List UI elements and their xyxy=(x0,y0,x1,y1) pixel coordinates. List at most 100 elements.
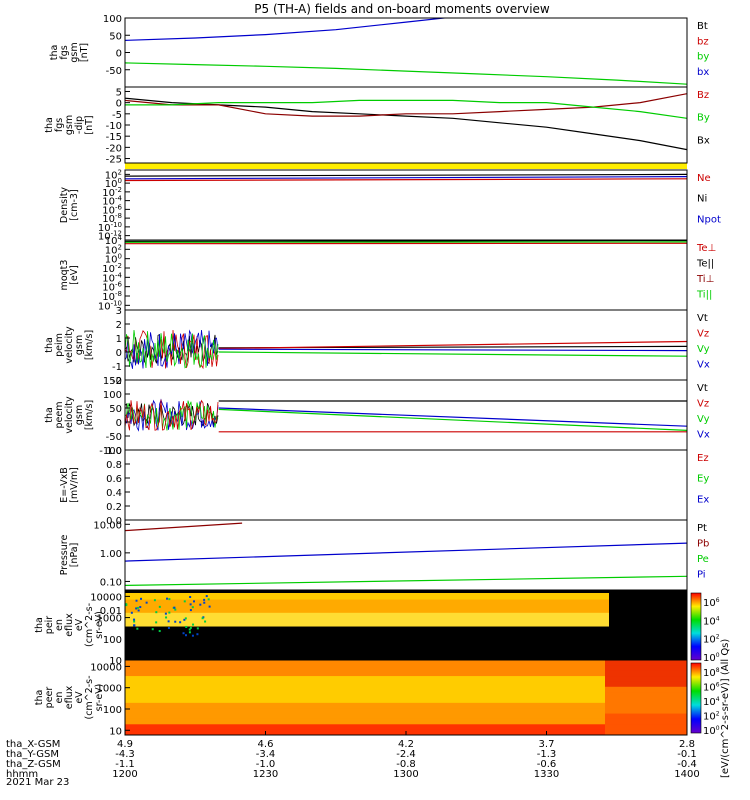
y-tick-label: 0.4 xyxy=(106,488,122,499)
heatmap-cell xyxy=(125,606,609,611)
legend-Te⊥: Te⊥ xyxy=(696,243,716,254)
legend-by: by xyxy=(697,52,709,63)
y-axis-label: tha xyxy=(49,45,60,61)
heatmap-speck xyxy=(203,601,206,604)
y-axis-label: velocity xyxy=(64,396,75,434)
legend-Bz: Bz xyxy=(697,90,709,101)
heatmap-speck xyxy=(203,598,206,601)
panel-frame xyxy=(124,239,688,311)
heatmap-speck xyxy=(167,620,170,623)
x-row-value: 1330 xyxy=(534,769,559,780)
legend-By: By xyxy=(697,113,710,124)
legend-Vt: Vt xyxy=(697,383,708,394)
heatmap-speck xyxy=(191,634,194,637)
heatmap-speck xyxy=(196,627,199,630)
panel-7: 1.0 0.8 0.6 0.4 0.2 0.0 E=-VxB [mV/m] Ez Ey Ex xyxy=(59,446,709,527)
y-tick-label: 100 xyxy=(103,705,122,716)
heatmap-cell xyxy=(125,718,605,725)
heatmap-speck xyxy=(205,595,208,598)
y-tick-label: 102 xyxy=(703,711,720,723)
heatmap-cell xyxy=(125,676,605,682)
heatmap-speck xyxy=(158,630,161,633)
heatmap-speck xyxy=(136,606,139,609)
legend-Npot: Npot xyxy=(697,214,721,225)
heatmap-cell xyxy=(125,609,609,614)
y-axis-label: (cm^2-s- xyxy=(84,603,95,647)
heatmap-speck xyxy=(188,631,191,634)
noise-Vz xyxy=(124,399,219,431)
heatmap-speck xyxy=(167,626,170,629)
y-axis-label: E=-VxB xyxy=(59,467,70,502)
legend-Pb: Pb xyxy=(697,539,709,550)
x-row-value: 1230 xyxy=(253,769,278,780)
y-tick-label: -25 xyxy=(106,155,122,166)
series-line-Vz xyxy=(218,340,687,350)
heatmap-cell xyxy=(605,686,687,693)
legend-Vz: Vz xyxy=(697,329,709,340)
colorbar-strip xyxy=(690,592,702,661)
heatmap-speck xyxy=(140,597,143,600)
panel-frame xyxy=(124,86,688,164)
y-tick-label: 0.6 xyxy=(106,474,122,485)
y-tick-label: 5 xyxy=(116,87,122,98)
colorbar-label: [eV/(cm^2-s-sr-eV)] (All Qs) xyxy=(720,639,731,778)
legend-Bt: Bt xyxy=(697,21,708,32)
x-row-label: tha_Z-GSM xyxy=(6,759,61,770)
y-tick-label: -2 xyxy=(112,376,122,387)
heatmap-cell xyxy=(125,729,605,736)
x-row-value: -0.6 xyxy=(537,759,557,770)
series-line-Ne xyxy=(125,178,687,182)
x-row-value: -4.3 xyxy=(115,749,135,760)
heatmap-cell xyxy=(125,681,605,688)
y-tick-label: 100 xyxy=(703,725,720,737)
x-row-value: 2.8 xyxy=(679,739,695,750)
y-axis-label: eflux xyxy=(64,685,75,709)
heatmap-speck xyxy=(188,628,191,631)
legend-Pe: Pe xyxy=(697,554,709,565)
series-line-Vx xyxy=(218,348,687,352)
heatmap-speck xyxy=(155,611,158,614)
panel-1: 100 50 0 -50 tha fgs gsm [nT] Bt bz by bx xyxy=(49,14,709,88)
colorbar-strip xyxy=(690,662,702,734)
legend-Bx: Bx xyxy=(697,135,710,146)
panel-6: 150 100 50 0 -50 -100 tha peem velocity gsm [km/s]… xyxy=(44,376,710,457)
noise-Vy xyxy=(124,329,219,369)
heatmap-speck xyxy=(168,611,171,614)
legend-Ez: Ez xyxy=(697,453,709,464)
heatmap-cell xyxy=(125,708,605,715)
y-axis-label: gsm xyxy=(74,335,85,355)
heatmap-speck xyxy=(168,598,171,601)
x-row-value: 4.9 xyxy=(117,739,133,750)
y-tick-label: 0.0 xyxy=(106,516,122,527)
y-axis-label: peim xyxy=(54,333,65,357)
heatmap-cell xyxy=(605,702,687,709)
heatmap-cell xyxy=(125,686,605,693)
heatmap-speck xyxy=(158,605,161,608)
y-axis-label: fgs xyxy=(54,118,65,132)
y-tick-label: 100 xyxy=(103,390,122,401)
heatmap-speck xyxy=(183,618,186,621)
heatmap-speck xyxy=(174,620,177,623)
y-tick-label: 2 xyxy=(116,320,122,331)
y-tick-label: 0 xyxy=(116,418,122,429)
heatmap-cell xyxy=(125,692,605,698)
heatmap-speck xyxy=(204,620,207,623)
heatmap-cell xyxy=(605,692,687,698)
series-line-Npot xyxy=(125,176,687,180)
y-tick-label: 50 xyxy=(109,31,122,42)
y-axis-label: [eV] xyxy=(69,265,80,285)
y-axis-label: peer xyxy=(44,687,55,709)
y-axis-label: sr-eV) xyxy=(94,684,105,712)
y-tick-label: 108 xyxy=(703,667,720,679)
x-row-value: -1.0 xyxy=(256,759,276,770)
heatmap-speck xyxy=(173,606,176,609)
y-axis-label: fgs xyxy=(59,45,70,59)
heatmap-speck xyxy=(164,612,167,615)
panel-frame xyxy=(124,519,688,591)
heatmap-speck xyxy=(184,634,187,637)
legend-Pi: Pi xyxy=(697,570,706,581)
heatmap-cell xyxy=(605,681,687,688)
y-axis-label: peem xyxy=(54,402,65,429)
y-tick-label: 0.01 xyxy=(100,606,122,617)
legend-Ex: Ex xyxy=(697,494,709,505)
